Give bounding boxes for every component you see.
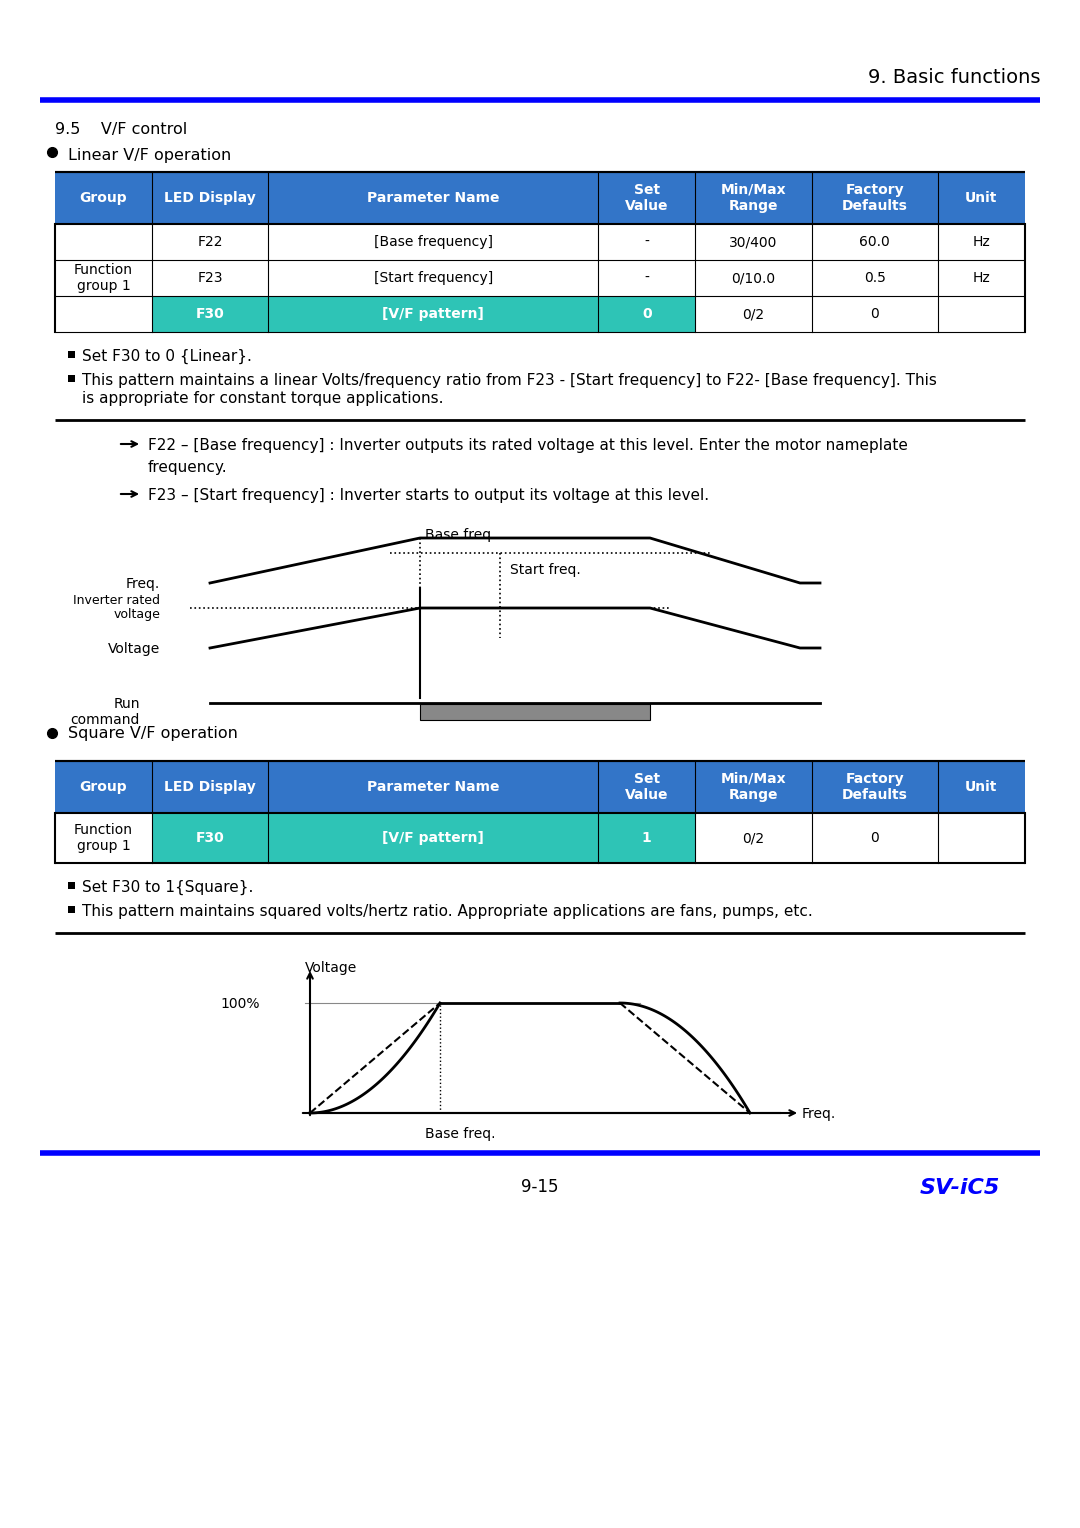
Text: -: - [645, 235, 649, 249]
Bar [55, 761, 1025, 813]
Text: 9.5    V/F control: 9.5 V/F control [55, 122, 187, 138]
Text: F22: F22 [198, 235, 222, 249]
Bar [68, 906, 75, 914]
Text: 0/2: 0/2 [742, 831, 765, 845]
Text: Group: Group [80, 191, 127, 205]
Text: -: - [645, 270, 649, 286]
Text: F23 – [Start frequency] : Inverter starts to output its voltage at this level.: F23 – [Start frequency] : Inverter start… [148, 487, 710, 503]
Text: frequency.: frequency. [148, 460, 228, 475]
Text: Linear V/F operation: Linear V/F operation [68, 148, 231, 163]
Text: [Start frequency]: [Start frequency] [374, 270, 492, 286]
Text: Inverter rated: Inverter rated [73, 594, 160, 607]
Text: Voltage: Voltage [108, 642, 160, 656]
Text: Set
Value: Set Value [625, 183, 669, 212]
Text: Voltage: Voltage [305, 961, 357, 975]
Text: [V/F pattern]: [V/F pattern] [382, 831, 484, 845]
Text: [V/F pattern]: [V/F pattern] [382, 307, 484, 321]
Text: Square V/F operation: Square V/F operation [68, 726, 238, 741]
Text: Factory
Defaults: Factory Defaults [841, 772, 907, 802]
Bar [68, 351, 75, 358]
Bar [152, 296, 696, 332]
Text: F23: F23 [198, 270, 222, 286]
Text: 0/10.0: 0/10.0 [731, 270, 775, 286]
Text: Hz: Hz [972, 235, 990, 249]
Text: This pattern maintains squared volts/hertz ratio. Appropriate applications are f: This pattern maintains squared volts/her… [82, 905, 813, 918]
Bar [68, 374, 75, 382]
Text: Set F30 to 1{Square}.: Set F30 to 1{Square}. [82, 880, 254, 895]
Text: F30: F30 [195, 831, 225, 845]
Text: 0: 0 [642, 307, 651, 321]
Text: F22 – [Base frequency] : Inverter outputs its rated voltage at this level. Enter: F22 – [Base frequency] : Inverter output… [148, 439, 908, 452]
Text: is appropriate for constant torque applications.: is appropriate for constant torque appli… [82, 391, 444, 406]
Text: Set F30 to 0 {Linear}.: Set F30 to 0 {Linear}. [82, 348, 252, 364]
Text: Function
group 1: Function group 1 [75, 263, 133, 293]
Text: F30: F30 [195, 307, 225, 321]
Text: This pattern maintains a linear Volts/frequency ratio from F23 - [Start frequenc: This pattern maintains a linear Volts/fr… [82, 373, 936, 388]
Text: command: command [70, 714, 140, 727]
Text: 0: 0 [870, 307, 879, 321]
Text: Base freq.: Base freq. [424, 1128, 496, 1141]
Text: voltage: voltage [113, 608, 160, 620]
Text: 0.5: 0.5 [864, 270, 886, 286]
Text: SV-iC5: SV-iC5 [920, 1178, 1000, 1198]
Text: LED Display: LED Display [164, 191, 256, 205]
Text: 30/400: 30/400 [729, 235, 778, 249]
Text: Factory
Defaults: Factory Defaults [841, 183, 907, 212]
Text: 100%: 100% [220, 996, 260, 1012]
Text: 1: 1 [642, 831, 651, 845]
Text: [Base frequency]: [Base frequency] [374, 235, 492, 249]
Text: 0/2: 0/2 [742, 307, 765, 321]
Text: Function
group 1: Function group 1 [75, 824, 133, 853]
Bar [55, 173, 1025, 225]
Text: Parameter Name: Parameter Name [367, 779, 500, 795]
Text: Parameter Name: Parameter Name [367, 191, 500, 205]
Bar [420, 704, 650, 720]
Text: 60.0: 60.0 [860, 235, 890, 249]
Text: 9-15: 9-15 [522, 1178, 558, 1196]
Text: Start freq.: Start freq. [510, 562, 581, 578]
Text: Min/Max
Range: Min/Max Range [720, 183, 786, 212]
Text: Unit: Unit [966, 191, 998, 205]
Text: Run: Run [113, 697, 140, 711]
Text: Freq.: Freq. [125, 578, 160, 591]
Text: Hz: Hz [972, 270, 990, 286]
Text: Freq.: Freq. [802, 1106, 836, 1122]
Text: 9. Basic functions: 9. Basic functions [867, 69, 1040, 87]
Text: LED Display: LED Display [164, 779, 256, 795]
Text: 0: 0 [870, 831, 879, 845]
Text: Unit: Unit [966, 779, 998, 795]
Text: Base freq.: Base freq. [426, 529, 496, 542]
Bar [152, 813, 696, 863]
Bar [68, 882, 75, 889]
Text: Group: Group [80, 779, 127, 795]
Text: Set
Value: Set Value [625, 772, 669, 802]
Text: Min/Max
Range: Min/Max Range [720, 772, 786, 802]
